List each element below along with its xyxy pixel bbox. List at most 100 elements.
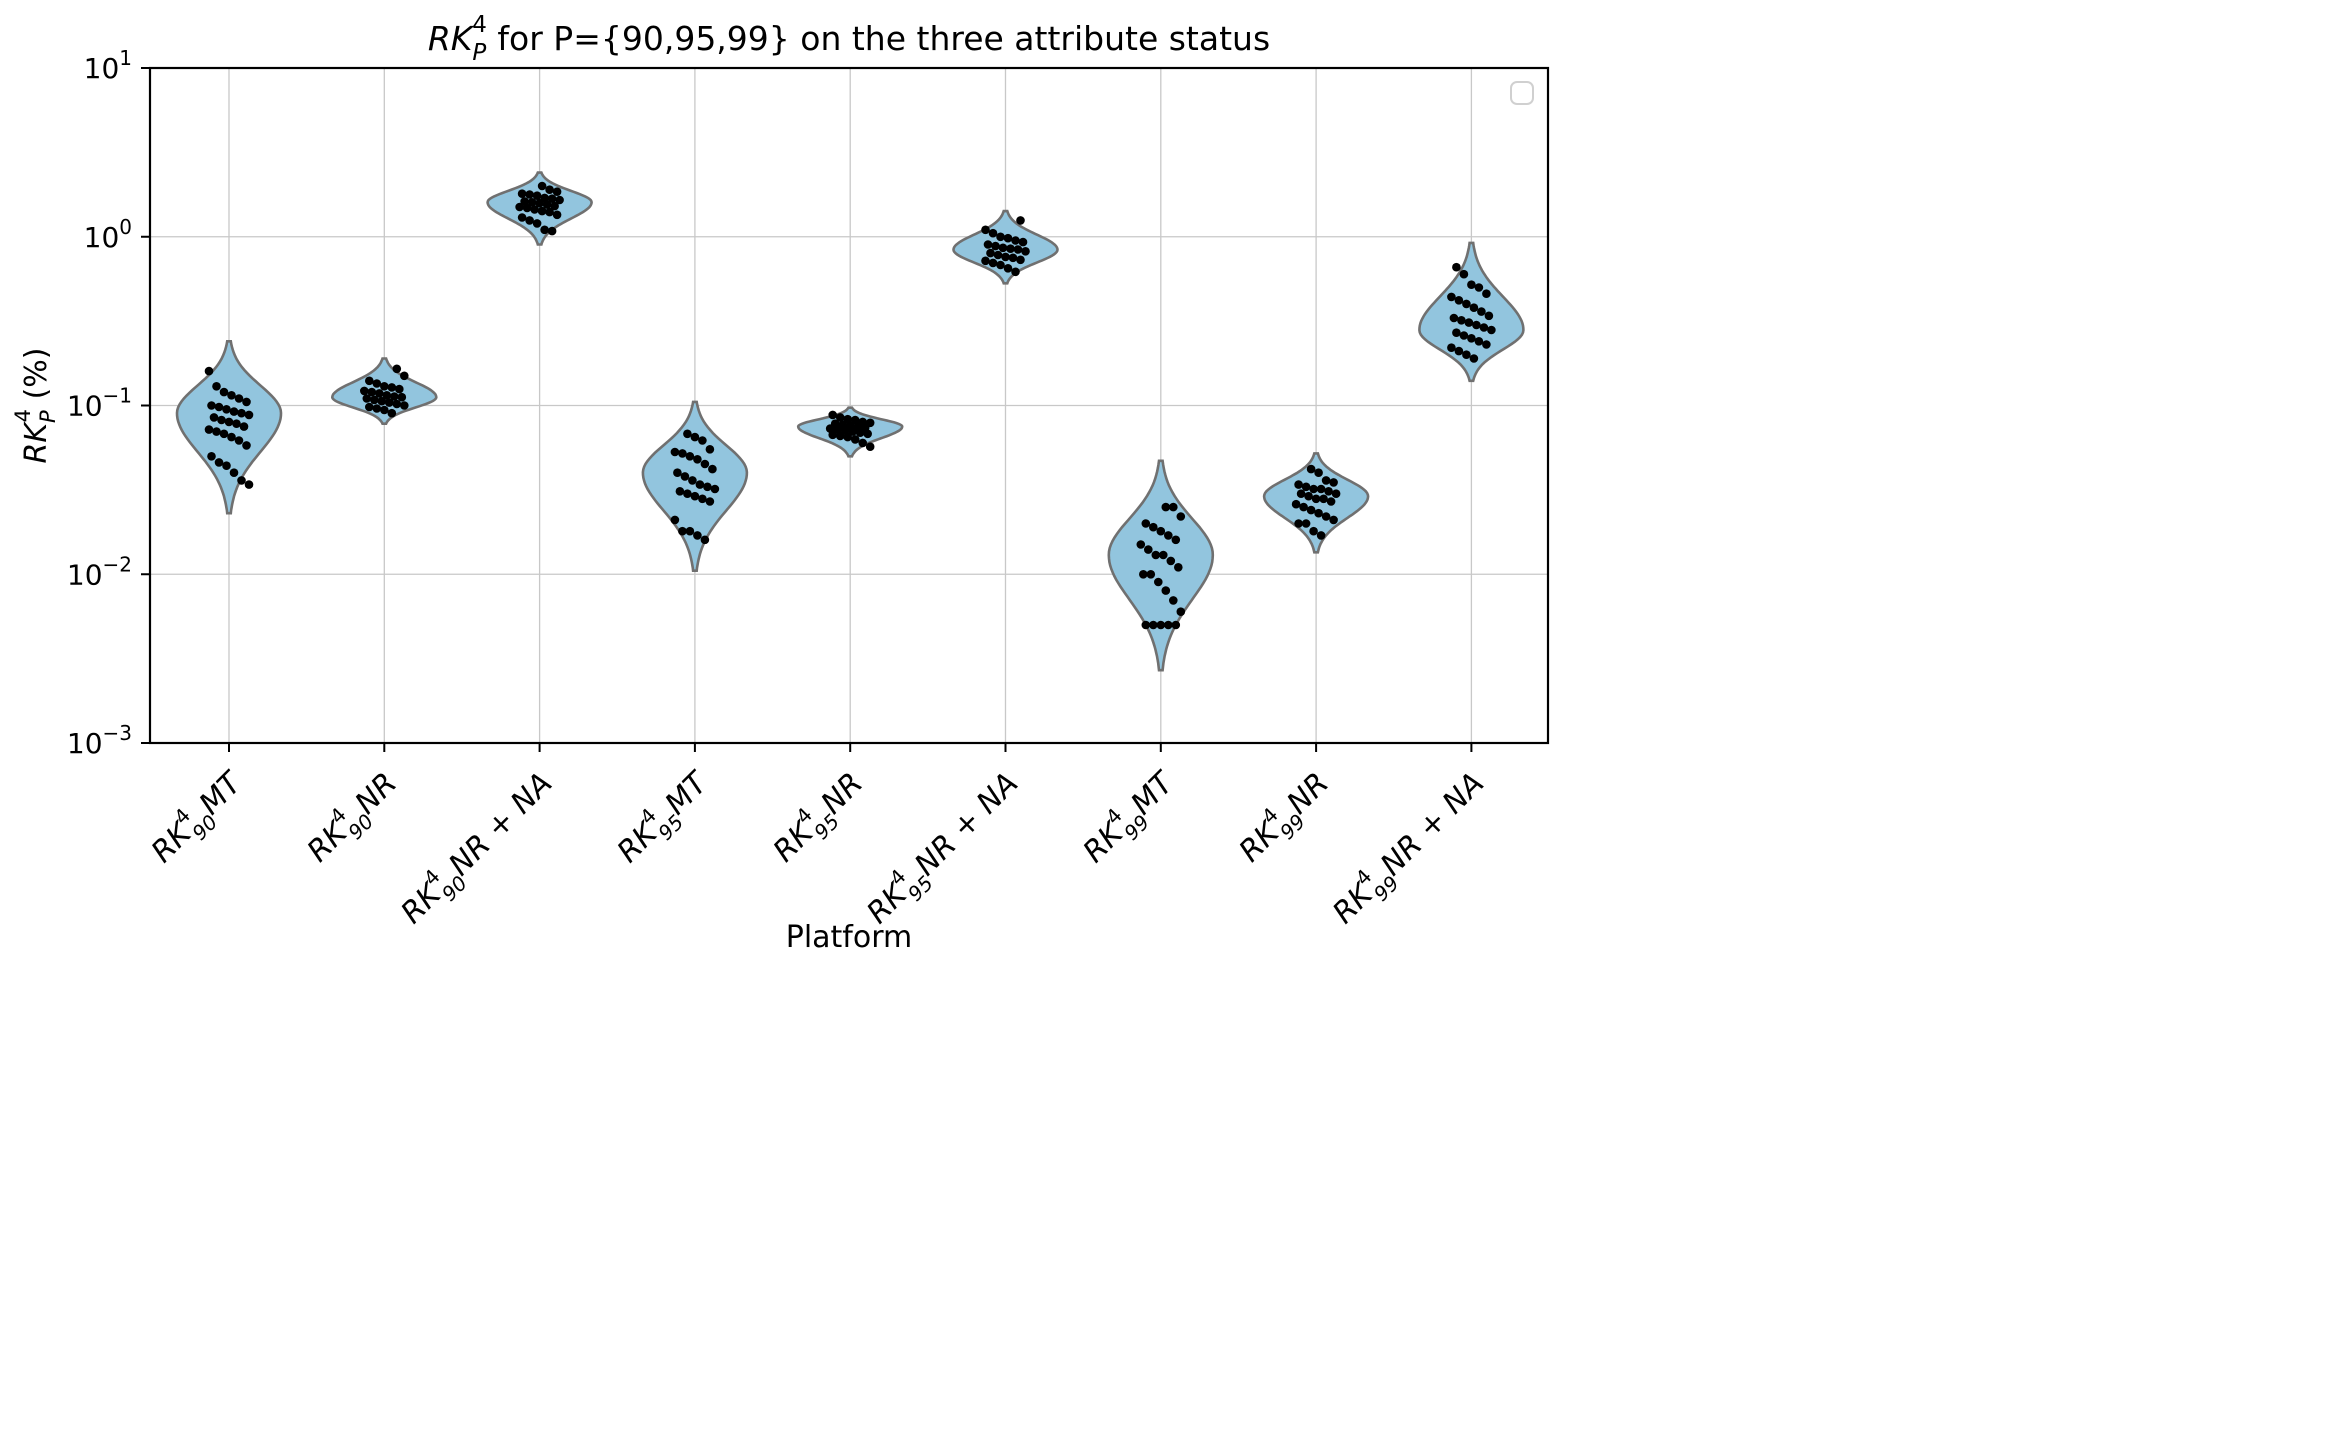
- data-point: [362, 394, 372, 403]
- data-point: [214, 402, 224, 412]
- data-point: [244, 480, 254, 489]
- data-point: [377, 396, 387, 406]
- y-tick-label: 101: [84, 46, 132, 85]
- data-point: [858, 438, 867, 448]
- data-point: [695, 480, 705, 489]
- data-point: [1169, 502, 1178, 512]
- data-point: [212, 427, 221, 436]
- data-point: [675, 487, 685, 496]
- data-point: [1013, 245, 1023, 254]
- violin-4: [641, 400, 749, 572]
- data-point: [835, 431, 845, 441]
- data-point: [1459, 269, 1469, 279]
- data-point: [1482, 289, 1491, 299]
- data-point: [840, 426, 850, 435]
- data-point: [1311, 494, 1321, 504]
- data-point: [400, 401, 409, 410]
- x-tick-label: RK490NR: [296, 762, 408, 874]
- data-point: [204, 425, 214, 434]
- y-axis-ticks: 10−3 10−2 10−1 100 101: [67, 46, 150, 760]
- data-point: [1003, 264, 1013, 273]
- data-point: [1154, 577, 1163, 587]
- data-point: [1304, 491, 1313, 501]
- y-tick-label: 100: [84, 215, 132, 254]
- data-point: [1301, 482, 1311, 492]
- data-point: [1329, 515, 1338, 525]
- data-point: [392, 364, 402, 374]
- data-point: [673, 468, 682, 478]
- data-point: [988, 228, 998, 238]
- violin-9: [1418, 241, 1525, 383]
- data-point: [690, 491, 700, 501]
- data-point: [555, 195, 564, 205]
- data-point: [710, 484, 720, 494]
- data-point: [828, 410, 837, 420]
- data-point: [693, 531, 702, 540]
- data-point: [1467, 280, 1476, 290]
- data-point: [1309, 484, 1318, 494]
- data-point: [698, 494, 707, 504]
- data-point: [222, 461, 231, 471]
- data-point: [986, 248, 995, 258]
- violin-7: [1107, 459, 1215, 672]
- data-point: [520, 197, 529, 206]
- data-point: [517, 213, 527, 222]
- data-point: [1487, 325, 1496, 335]
- data-point: [537, 181, 547, 191]
- y-tick-label: 10−1: [67, 384, 132, 423]
- data-point: [1306, 464, 1316, 474]
- data-point: [537, 206, 547, 216]
- data-point: [996, 260, 1005, 270]
- data-point: [242, 441, 251, 450]
- data-point: [1294, 519, 1303, 528]
- data-point: [1447, 343, 1456, 353]
- data-point: [1324, 487, 1333, 496]
- data-point: [530, 205, 539, 214]
- data-point: [1479, 323, 1489, 332]
- data-point: [392, 399, 402, 409]
- data-point: [1477, 307, 1486, 316]
- y-tick-label: 10−2: [67, 552, 132, 591]
- data-point: [209, 413, 219, 422]
- data-point: [227, 391, 236, 400]
- data-point: [1449, 313, 1459, 323]
- data-point: [981, 256, 990, 266]
- data-point: [237, 476, 246, 485]
- data-point: [1159, 550, 1168, 560]
- x-tick-label: RK495NR: [762, 762, 874, 874]
- data-point: [1161, 586, 1171, 595]
- data-point: [219, 429, 229, 439]
- data-point: [1006, 244, 1015, 253]
- data-point: [527, 198, 537, 207]
- data-point: [1467, 334, 1476, 343]
- data-point: [542, 200, 552, 209]
- data-point: [1136, 540, 1146, 549]
- data-point: [515, 202, 524, 212]
- data-point: [1001, 252, 1010, 262]
- data-point: [1321, 512, 1331, 521]
- data-point: [532, 219, 542, 228]
- data-point: [382, 391, 392, 400]
- data-point: [1166, 556, 1176, 566]
- data-point: [1306, 505, 1316, 515]
- x-axis-label: Platform: [786, 920, 913, 955]
- data-point: [1299, 502, 1308, 512]
- data-point: [863, 429, 872, 439]
- data-point: [547, 226, 557, 236]
- data-point: [843, 432, 852, 442]
- x-tick-label: RK499NR + NA: [1322, 762, 1496, 936]
- data-point: [855, 428, 865, 438]
- data-point: [234, 436, 244, 445]
- data-point: [525, 190, 534, 199]
- x-tick-label: RK499MT: [1072, 760, 1187, 875]
- data-point: [1141, 620, 1151, 630]
- data-point: [991, 241, 1000, 251]
- data-point: [683, 429, 692, 439]
- data-point: [395, 384, 404, 394]
- violin-1: [175, 340, 283, 515]
- data-point: [1319, 494, 1328, 504]
- data-point: [1016, 255, 1025, 265]
- data-point: [708, 464, 717, 474]
- data-point: [1171, 620, 1181, 630]
- data-point: [550, 201, 559, 211]
